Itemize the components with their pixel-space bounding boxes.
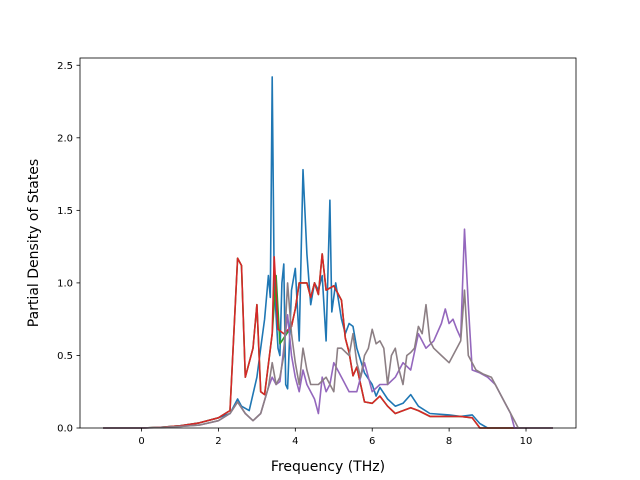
x-tick-label: 2 xyxy=(215,436,221,447)
y-axis-label: Partial Density of States xyxy=(26,159,42,327)
y-tick-label: 2.0 xyxy=(57,133,73,144)
y-tick-label: 2.5 xyxy=(57,61,73,72)
y-axis-ticks: 0.0 0.5 1.0 1.5 2.0 2.5 xyxy=(57,61,80,435)
x-tick-label: 4 xyxy=(292,436,298,447)
series-line-5 xyxy=(103,282,553,429)
x-tick-label: 0 xyxy=(138,436,144,447)
x-tick-label: 6 xyxy=(369,436,375,447)
y-tick-label: 1.5 xyxy=(57,206,73,217)
x-tick-label: 8 xyxy=(446,436,452,447)
y-tick-label: 1.0 xyxy=(57,278,73,289)
series-layer xyxy=(103,76,553,429)
x-axis-ticks: 0 2 4 6 8 10 xyxy=(138,428,532,447)
y-tick-label: 0.5 xyxy=(57,351,73,362)
plot-frame xyxy=(79,57,577,429)
series-line-3 xyxy=(103,253,553,429)
series-line-1 xyxy=(103,76,553,429)
x-axis-label: Frequency (THz) xyxy=(271,459,385,475)
x-tick-label: 10 xyxy=(520,436,533,447)
y-tick-label: 0.0 xyxy=(57,424,73,435)
